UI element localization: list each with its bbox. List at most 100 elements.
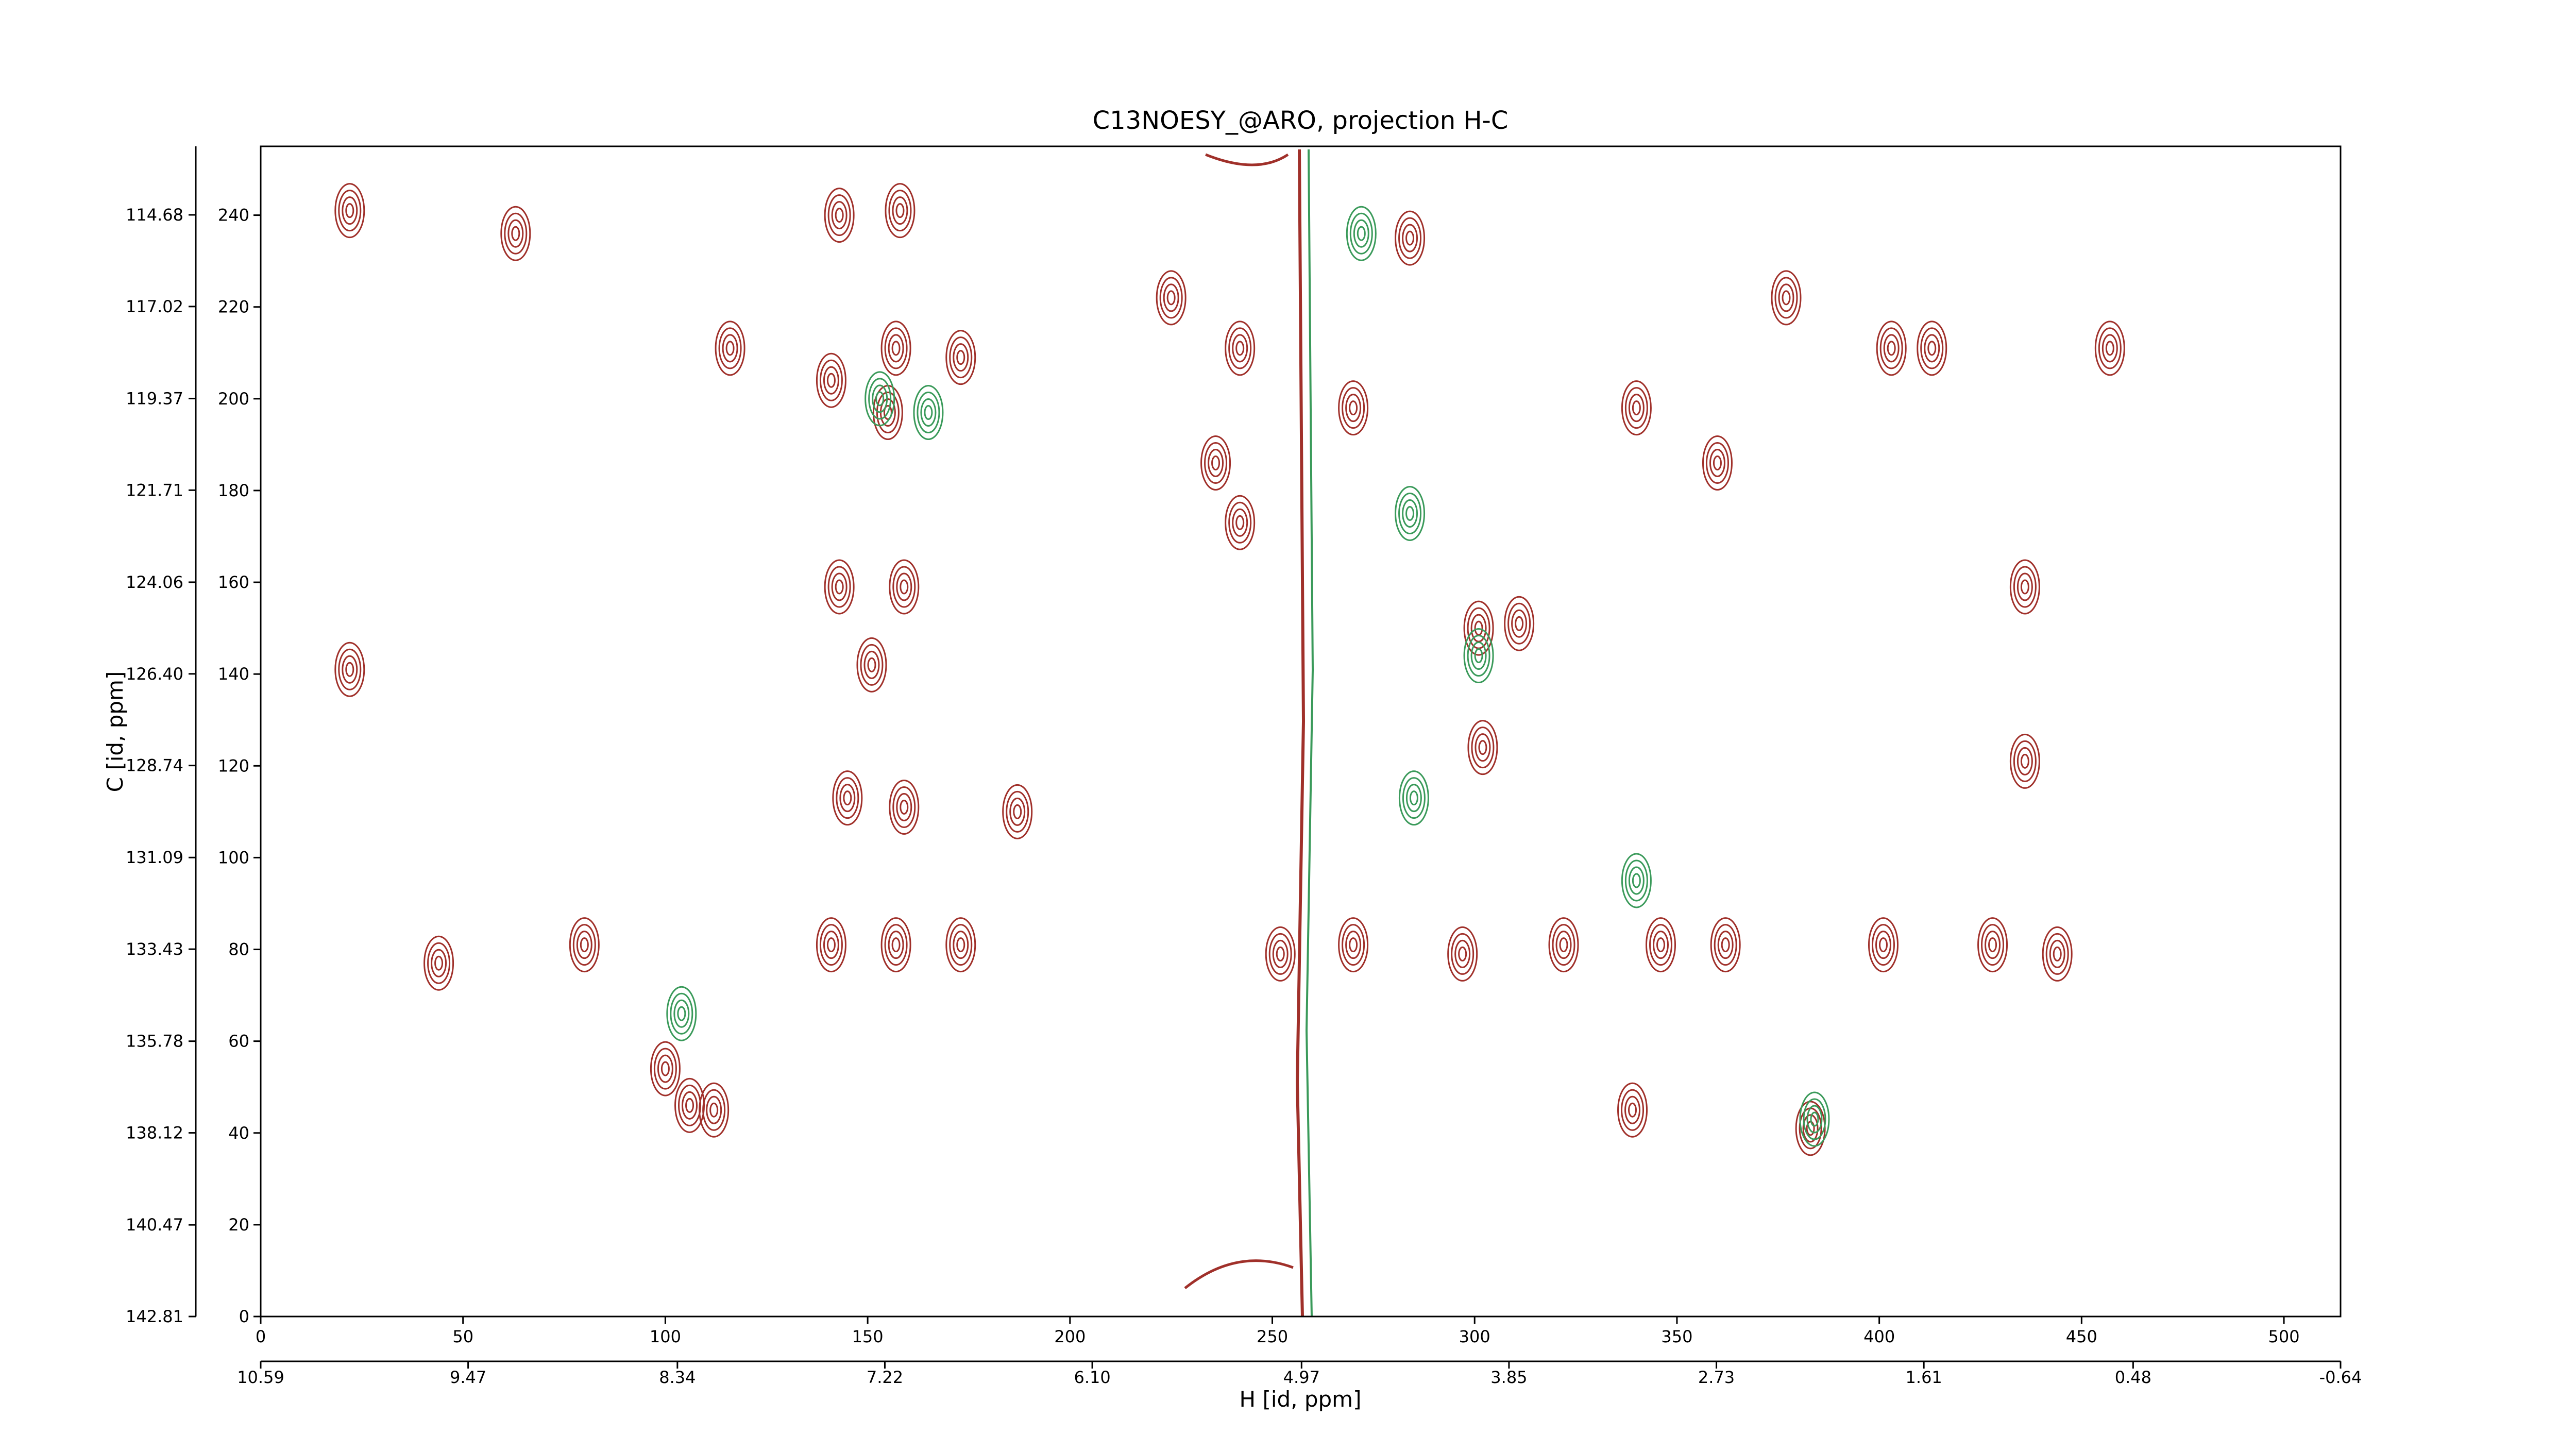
contour-ring: [1268, 933, 1292, 975]
peak: [1710, 917, 1741, 973]
contour-ring: [1555, 931, 1572, 959]
contour-ring: [1349, 212, 1373, 255]
contour-ring: [1398, 492, 1422, 534]
contour-ring: [2020, 753, 2029, 769]
contour-ring: [1475, 733, 1491, 762]
peak: [889, 559, 920, 615]
y2-tick-label: 128.74: [126, 756, 183, 775]
x-axis-label: H [id, ppm]: [1240, 1387, 1362, 1412]
peak: [500, 206, 531, 261]
contour-ring: [1883, 334, 1900, 363]
peak: [1447, 926, 1478, 982]
contour-ring: [843, 790, 852, 806]
contour-ring: [863, 650, 880, 679]
contour-ring: [722, 334, 738, 363]
y-tick-label: 40: [228, 1123, 249, 1143]
y-tick-label: 60: [228, 1032, 249, 1051]
contour-ring: [1981, 924, 2005, 966]
contour-ring: [2094, 320, 2125, 376]
peak: [880, 917, 911, 973]
contour-ring: [827, 566, 851, 608]
contour-ring: [1714, 924, 1737, 966]
contour-ring: [2020, 579, 2029, 595]
contour-ring: [334, 183, 365, 239]
y2-tick-label: 140.47: [126, 1215, 183, 1235]
contour-ring: [1875, 931, 1891, 959]
contour-ring: [824, 559, 855, 615]
contour-ring: [1920, 327, 1944, 369]
contour-ring: [868, 378, 892, 420]
peak: [1156, 270, 1187, 326]
contour-ring: [1876, 320, 1907, 376]
x-tick-label: 200: [1054, 1327, 1086, 1346]
contour-ring: [1395, 210, 1426, 266]
contour-ring: [1163, 283, 1179, 312]
contour-ring: [504, 212, 528, 255]
peak: [880, 320, 911, 376]
contour-ring: [1924, 334, 1940, 363]
contour-ring: [823, 931, 839, 959]
contour-ring: [889, 559, 920, 615]
x-tick-label: 300: [1459, 1327, 1490, 1346]
contour-ring: [342, 196, 358, 225]
peak: [1265, 926, 1296, 982]
artifact: [1184, 1259, 1294, 1289]
contour-ring: [819, 924, 843, 966]
contour-ring: [1232, 508, 1248, 537]
x-tick-label: 100: [650, 1327, 681, 1346]
contour-ring: [1621, 853, 1652, 908]
contour-ring: [2013, 740, 2037, 782]
contour-ring: [1624, 387, 1648, 429]
contour-ring: [1463, 600, 1494, 656]
x2-tick-label: 9.47: [450, 1368, 486, 1387]
contour-ring: [1511, 609, 1528, 638]
contour-ring: [342, 655, 358, 684]
contour-ring: [1156, 270, 1187, 326]
contour-ring: [876, 392, 900, 434]
contour-ring: [2053, 946, 2062, 961]
contour-ring: [677, 1006, 686, 1021]
contour-ring: [1559, 937, 1568, 953]
contour-ring: [888, 931, 904, 959]
contour-ring: [682, 1091, 698, 1120]
contour-ring: [2016, 572, 2033, 601]
y2-tick-label: 114.68: [126, 205, 183, 225]
contour-ring: [1342, 924, 1365, 966]
contour-ring: [1006, 790, 1029, 833]
contour-ring: [1208, 449, 1224, 478]
plot-frame: [260, 145, 2342, 1318]
contour-ring: [826, 937, 836, 953]
contour-ring: [826, 373, 836, 388]
contour-ring: [1721, 937, 1730, 953]
contour-ring: [872, 384, 888, 413]
contour-ring: [1398, 217, 1422, 259]
contour-ring: [580, 937, 589, 953]
contour-ring: [823, 366, 839, 395]
contour-ring: [1211, 455, 1221, 471]
contour-ring: [345, 662, 354, 677]
contour-ring: [1927, 341, 1937, 356]
peak: [1646, 917, 1676, 973]
artifact: [1305, 149, 1314, 1317]
peak: [1200, 435, 1231, 491]
contour-ring: [1398, 770, 1429, 826]
peak: [824, 188, 855, 243]
peak: [1799, 1091, 1830, 1147]
contour-ring: [1478, 740, 1487, 755]
artifact: [1205, 153, 1289, 166]
contour-ring: [699, 1082, 730, 1138]
peak: [423, 935, 454, 991]
contour-ring: [2098, 327, 2122, 369]
y2-tick-label: 138.12: [126, 1123, 183, 1143]
contour-ring: [338, 648, 362, 690]
contour-ring: [1009, 797, 1026, 826]
contour-ring: [1342, 387, 1365, 429]
peak: [865, 371, 895, 427]
peak: [715, 320, 745, 376]
contour-ring: [1709, 449, 1725, 478]
contour-ring: [1632, 873, 1641, 888]
y-tick-label: 100: [218, 848, 249, 867]
x-tick-label: 450: [2066, 1327, 2097, 1346]
contour-ring: [1802, 1114, 1819, 1143]
contour-ring: [1649, 924, 1673, 966]
